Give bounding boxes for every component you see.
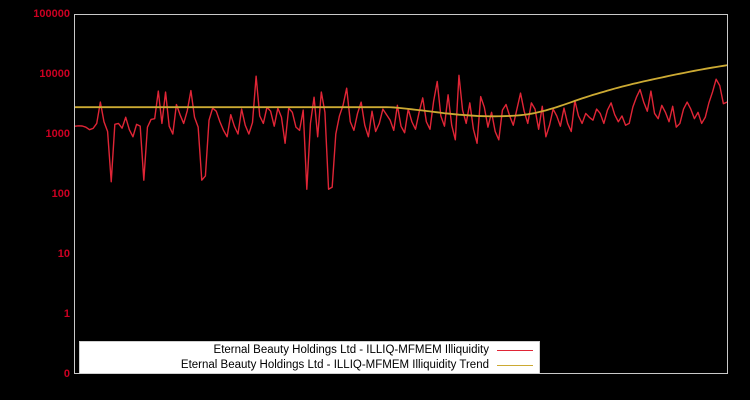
y-tick-label-100: 100 xyxy=(51,188,70,200)
y-tick-label-0: 0 xyxy=(63,368,70,380)
legend-swatch-illiquidity-trend xyxy=(497,364,533,366)
legend-label-illiquidity-trend: Eternal Beauty Holdings Ltd - ILLIQ-MFME… xyxy=(180,359,489,371)
legend-swatch-illiquidity xyxy=(497,349,533,351)
series-line-illiquidity-trend xyxy=(75,64,727,118)
plot-area xyxy=(74,14,728,374)
series-line-illiquidity xyxy=(75,74,727,190)
chart-legend: Eternal Beauty Holdings Ltd - ILLIQ-MFME… xyxy=(79,341,540,374)
legend-entry-illiquidity-trend: Eternal Beauty Holdings Ltd - ILLIQ-MFME… xyxy=(80,358,539,373)
y-tick-label-1: 1 xyxy=(63,308,70,320)
plot-canvas xyxy=(75,64,727,190)
y-tick-label-10000: 10000 xyxy=(39,68,70,80)
y-tick-label-1000: 1000 xyxy=(45,128,70,140)
y-tick-label-10: 10 xyxy=(57,248,70,260)
y-tick-label-100000: 100000 xyxy=(33,8,70,20)
legend-entry-illiquidity: Eternal Beauty Holdings Ltd - ILLIQ-MFME… xyxy=(80,343,539,358)
legend-label-illiquidity: Eternal Beauty Holdings Ltd - ILLIQ-MFME… xyxy=(213,344,489,356)
